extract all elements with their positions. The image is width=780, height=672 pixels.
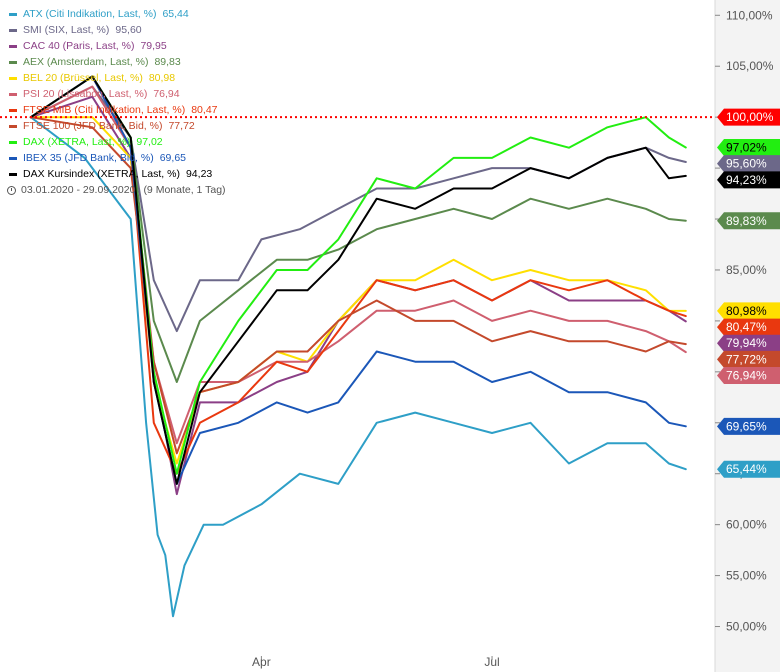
legend-swatch bbox=[9, 76, 17, 80]
legend-label: ATX (Citi Indikation, Last, %) bbox=[23, 8, 157, 20]
legend-item[interactable]: ATX (Citi Indikation, Last, %) 65,44 bbox=[4, 6, 226, 22]
series-line bbox=[29, 116, 687, 455]
end-label-tag bbox=[717, 367, 780, 385]
legend-value: 80,98 bbox=[148, 72, 176, 84]
legend-item[interactable]: SMI (SIX, Last, %) 95,60 bbox=[4, 22, 226, 38]
end-label-text: 77,72% bbox=[726, 352, 767, 366]
legend-item[interactable]: BEL 20 (Brüssel, Last, %) 80,98 bbox=[4, 70, 226, 86]
legend-value: 80,47 bbox=[191, 104, 218, 116]
legend-value: 94,23 bbox=[185, 168, 213, 180]
legend-value: 79,95 bbox=[140, 40, 167, 52]
legend-item[interactable]: FTSE 100 (JFD Bank, Bid, %) 77,72 bbox=[4, 118, 226, 134]
end-label-tag bbox=[717, 139, 780, 157]
end-label-text: 97,02% bbox=[726, 141, 767, 155]
end-label-tag bbox=[717, 212, 780, 230]
y-tick-label: 50,00% bbox=[726, 620, 767, 634]
x-tick-label: Apr bbox=[252, 655, 271, 669]
legend-swatch bbox=[9, 92, 17, 96]
x-tick-label: Jul bbox=[484, 655, 499, 669]
end-label-tag bbox=[717, 108, 780, 126]
legend-label: AEX (Amsterdam, Last, %) bbox=[23, 56, 149, 68]
end-label-tag bbox=[717, 460, 780, 478]
legend-swatch bbox=[9, 60, 17, 64]
end-label-text: 95,60% bbox=[726, 157, 767, 171]
clock-icon bbox=[7, 185, 16, 195]
legend-swatch bbox=[9, 172, 17, 176]
end-label-text: 65,44% bbox=[726, 462, 767, 476]
legend-value: 89,83 bbox=[154, 56, 181, 68]
series-line bbox=[29, 75, 687, 475]
end-label-text: 94,23% bbox=[726, 173, 767, 187]
legend-item[interactable]: PSI 20 (Lissabon, Last, %) 76,94 bbox=[4, 86, 226, 102]
legend-swatch bbox=[9, 28, 17, 32]
legend-item[interactable]: FTSE MIB (Citi Indikation, Last, %) 80,47 bbox=[4, 102, 226, 118]
legend-label: FTSE 100 (JFD Bank, Bid, %) bbox=[23, 120, 163, 132]
legend-item[interactable]: IBEX 35 (JFD Bank, Bid, %) 69,65 bbox=[4, 150, 226, 166]
legend-swatch bbox=[9, 44, 17, 48]
legend-item[interactable]: AEX (Amsterdam, Last, %) 89,83 bbox=[4, 54, 226, 70]
date-range-duration: (9 Monate, 1 Tag) bbox=[143, 184, 226, 196]
legend-swatch bbox=[9, 108, 17, 112]
legend-swatch bbox=[9, 156, 17, 160]
legend-item[interactable]: CAC 40 (Paris, Last, %) 79,95 bbox=[4, 38, 226, 54]
y-tick-label: 55,00% bbox=[726, 569, 767, 583]
end-label-text: 79,94% bbox=[726, 336, 767, 350]
end-label-tag bbox=[717, 155, 780, 173]
legend-label: DAX (XETRA, Last, %) bbox=[23, 136, 131, 148]
series-line bbox=[29, 75, 687, 383]
legend-label: DAX Kursindex (XETRA, Last, %) bbox=[23, 168, 180, 180]
end-label-text: 100,00% bbox=[726, 110, 774, 124]
legend-swatch bbox=[9, 124, 17, 128]
end-labels: 100,00% 97,02% 95,60% 94,23% 89,83% 80,98% 80,… bbox=[717, 108, 780, 478]
legend-label: CAC 40 (Paris, Last, %) bbox=[23, 40, 135, 52]
series-line bbox=[29, 75, 687, 485]
legend-label: SMI (SIX, Last, %) bbox=[23, 24, 110, 36]
legend-label: PSI 20 (Lissabon, Last, %) bbox=[23, 88, 148, 100]
end-label-text: 80,98% bbox=[726, 304, 767, 318]
end-label-text: 69,65% bbox=[726, 419, 767, 433]
legend: ATX (Citi Indikation, Last, %) 65,44 SMI (… bbox=[4, 6, 226, 198]
date-range: 03.01.2020 - 29.09.2020 bbox=[21, 184, 136, 196]
end-label-text: 80,47% bbox=[726, 320, 767, 334]
end-label-tag bbox=[717, 318, 780, 336]
legend-value: 77,72 bbox=[168, 120, 195, 132]
end-label-tag bbox=[717, 171, 780, 189]
series-line bbox=[29, 116, 687, 618]
legend-value: 65,44 bbox=[162, 8, 189, 20]
y-tick-label: 60,00% bbox=[726, 518, 767, 532]
end-label-text: 76,94% bbox=[726, 369, 767, 383]
series-line bbox=[29, 75, 687, 475]
series-lines bbox=[29, 75, 687, 618]
legend-item[interactable]: DAX Kursindex (XETRA, Last, %) 94,23 bbox=[4, 166, 226, 182]
legend-label: IBEX 35 (JFD Bank, Bid, %) bbox=[23, 152, 154, 164]
end-label-text: 89,83% bbox=[726, 214, 767, 228]
end-label-tag bbox=[717, 417, 780, 435]
legend-swatch bbox=[9, 12, 17, 16]
legend-label: BEL 20 (Brüssel, Last, %) bbox=[23, 72, 143, 84]
date-range-row: 03.01.2020 - 29.09.2020 (9 Monate, 1 Tag… bbox=[4, 182, 226, 198]
y-tick-label: 110,00% bbox=[726, 8, 773, 22]
legend-swatch bbox=[9, 140, 17, 144]
legend-value: 97,02 bbox=[136, 136, 163, 148]
legend-value: 95,60 bbox=[115, 24, 142, 36]
y-tick-label: 105,00% bbox=[726, 59, 774, 73]
legend-label: FTSE MIB (Citi Indikation, Last, %) bbox=[23, 104, 186, 116]
end-label-tag bbox=[717, 350, 780, 368]
legend-value: 76,94 bbox=[153, 88, 180, 100]
y-tick-label: 85,00% bbox=[726, 263, 767, 277]
end-label-tag bbox=[717, 302, 780, 320]
legend-item[interactable]: DAX (XETRA, Last, %) 97,02 bbox=[4, 134, 226, 150]
legend-value: 69,65 bbox=[159, 152, 186, 164]
end-label-tag bbox=[717, 334, 780, 352]
